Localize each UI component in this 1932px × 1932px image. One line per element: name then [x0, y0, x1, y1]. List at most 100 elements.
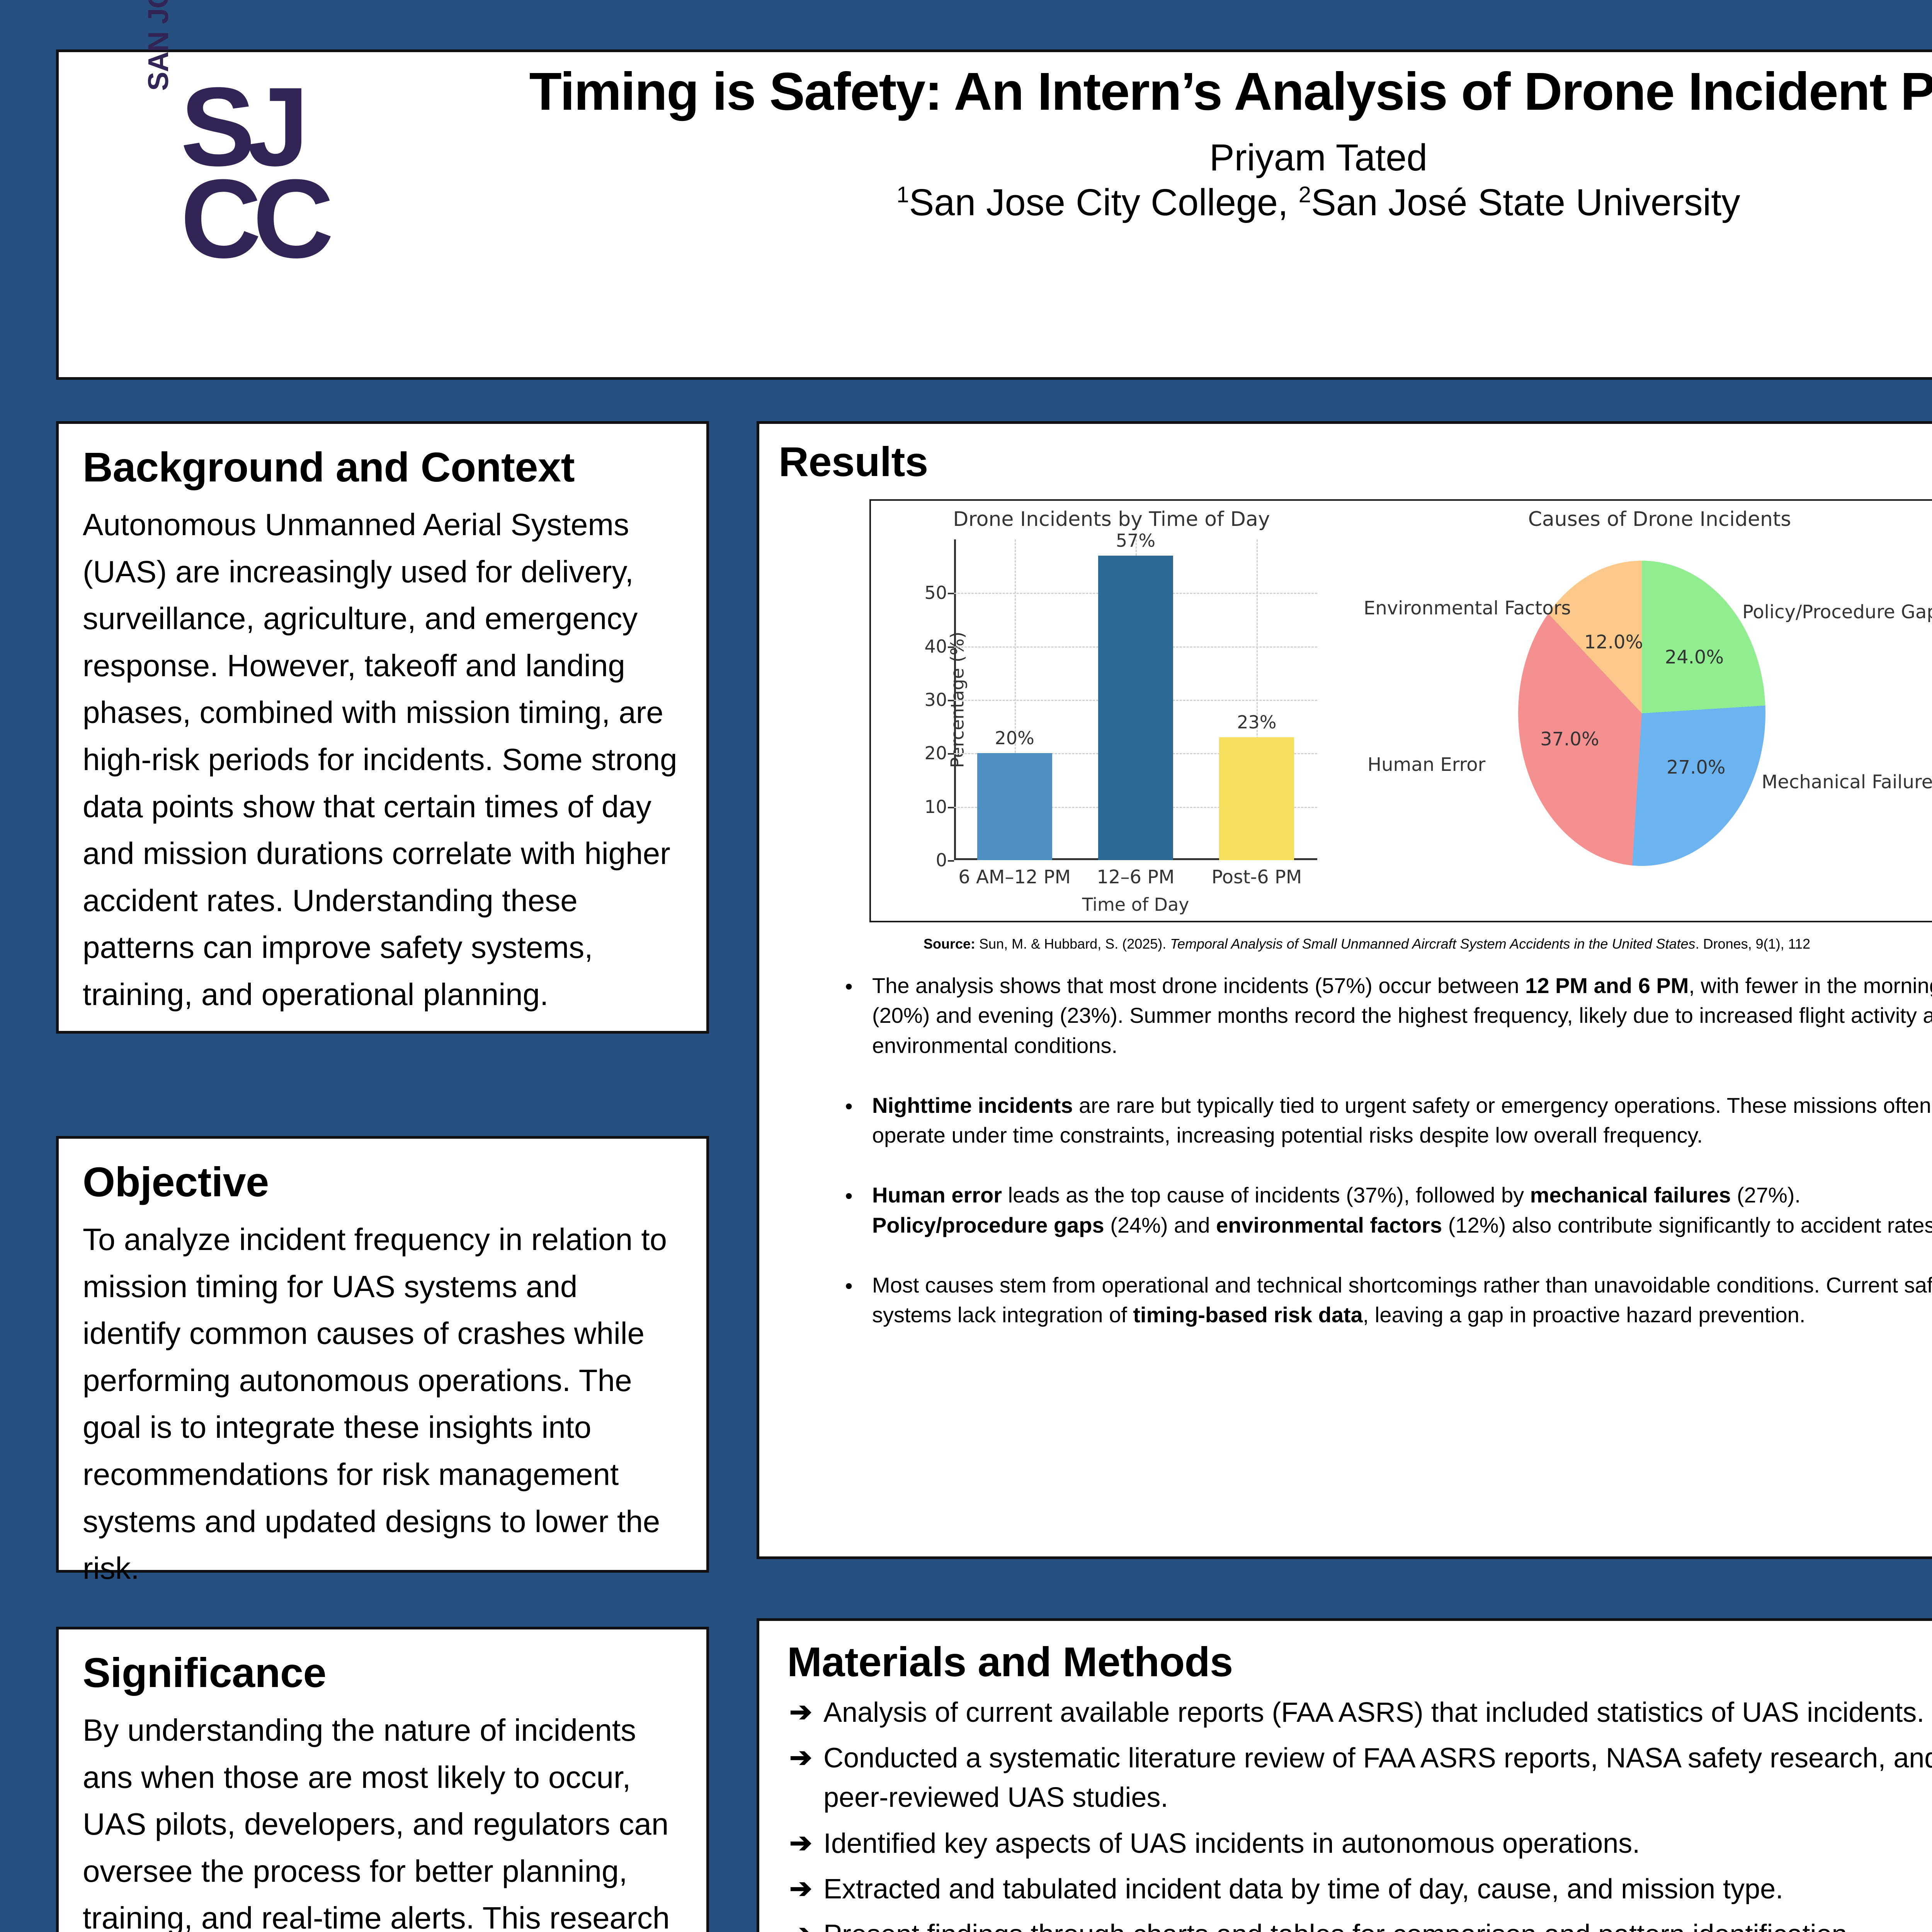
- results-bullet: • Human error leads as the top cause of i…: [837, 1180, 1932, 1240]
- y-tick-mark: [948, 753, 954, 755]
- background-text: Autonomous Unmanned Aerial Systems (UAS)…: [83, 507, 677, 1012]
- affiliation-sup-2: 2: [1298, 182, 1311, 208]
- y-tick-label: 30: [924, 689, 947, 710]
- gridline: [1257, 539, 1258, 860]
- arrow-icon: ➔: [789, 1915, 812, 1932]
- bar-value-label: 20%: [995, 728, 1034, 749]
- methods-item-text: Present findings through charts and tabl…: [823, 1919, 1855, 1932]
- bullet-marker: •: [845, 1094, 853, 1118]
- bullet-text: Most causes stem from operational and te…: [872, 1272, 1932, 1327]
- pie-plot-area: 24.0% 27.0% 37.0% 12.0%: [1518, 561, 1765, 866]
- significance-text: By understanding the nature of incidents…: [83, 1713, 670, 1932]
- sjcc-wordmark-sanjose: SAN JOSÉ: [142, 0, 174, 91]
- affiliation-2: San José State University: [1311, 181, 1740, 224]
- pie-slice-percent: 12.0%: [1584, 631, 1643, 653]
- bullet-text: leads as the top cause of incidents (37%…: [1002, 1183, 1530, 1208]
- pie-slice-percent: 37.0%: [1540, 728, 1599, 750]
- bullet-emphasis: Policy/procedure gaps: [872, 1213, 1104, 1237]
- arrow-icon: ➔: [789, 1827, 812, 1858]
- methods-item-text: Extracted and tabulated incident data by…: [823, 1873, 1784, 1905]
- y-tick-mark: [948, 806, 954, 808]
- bullet-marker: •: [845, 1184, 853, 1208]
- sjcc-monogram-line1: SJ: [180, 64, 309, 189]
- methods-item-text: Analysis of current available reports (F…: [823, 1697, 1925, 1728]
- methods-item: ➔ Extracted and tabulated incident data b…: [782, 1869, 1932, 1909]
- figure-container: Drone Incidents by Time of Day Percentag…: [869, 499, 1932, 922]
- title-block: Timing is Safety: An Intern’s Analysis o…: [352, 64, 1932, 226]
- bar-plot-area: Percentage (%) 0 10 20 30 40 50 20% 6 AM–12 PM…: [924, 530, 1317, 915]
- y-tick-label: 40: [924, 636, 947, 657]
- sjcc-monogram: SJ CC: [180, 64, 334, 281]
- source-label: Source:: [923, 936, 976, 952]
- results-bullet: • Nighttime incidents are rare but typica…: [837, 1090, 1932, 1150]
- bullet-text: (27%).: [1731, 1183, 1801, 1208]
- results-bullet: • The analysis shows that most drone inci…: [837, 971, 1932, 1060]
- bullet-marker: •: [845, 974, 853, 998]
- methods-title: Materials and Methods: [787, 1638, 1233, 1685]
- arrow-icon: ➔: [789, 1742, 812, 1773]
- pie-category-label: Policy/Procedure Gaps: [1742, 601, 1932, 623]
- source-authors: Sun, M. & Hubbard, S. (2025).: [975, 936, 1170, 952]
- affiliation-sup-1: 1: [896, 182, 909, 208]
- bullet-emphasis: environmental factors: [1216, 1213, 1442, 1237]
- methods-item: ➔ Analysis of current available reports (…: [782, 1693, 1932, 1732]
- source-journal: . Drones, 9(1), 112: [1695, 936, 1811, 952]
- arrow-icon: ➔: [789, 1697, 812, 1727]
- objective-panel: Objective To analyze incident frequency …: [56, 1136, 709, 1585]
- bar: 20% 6 AM–12 PM: [958, 728, 1071, 888]
- bullet-text: The analysis shows that most drone incid…: [872, 973, 1526, 998]
- pie-category-label: Mechanical Failure: [1762, 771, 1932, 793]
- bullet-text: (24%) and: [1104, 1213, 1216, 1237]
- objective-title: Objective: [83, 1158, 269, 1205]
- sjcc-logo: SJ CC SAN JOSÉCITY COLLEGE: [97, 0, 337, 367]
- bullet-emphasis: Nighttime incidents: [872, 1093, 1073, 1117]
- author-name: Priyam Tated: [1209, 136, 1428, 179]
- sjcc-monogram-line2: CC: [180, 156, 334, 281]
- pie-slices: [1518, 561, 1765, 866]
- x-tick-label: 6 AM–12 PM: [958, 866, 1071, 888]
- methods-item: ➔ Present findings through charts and tab…: [782, 1915, 1932, 1932]
- significance-panel: Significance By understanding the nature…: [56, 1627, 709, 1932]
- bar-value-label: 57%: [1116, 530, 1156, 551]
- pie-chart-title: Causes of Drone Incidents: [1528, 508, 1791, 531]
- results-panel: Results Drone Incidents by Time of Day P…: [757, 421, 1932, 1559]
- x-tick-label: 12–6 PM: [1097, 866, 1175, 888]
- pie-category-label: Environmental Factors: [1364, 597, 1571, 619]
- bullet-emphasis: mechanical failures: [1530, 1183, 1731, 1208]
- y-tick-label: 0: [935, 850, 947, 871]
- results-bullet: • Most causes stem from operational and t…: [837, 1270, 1932, 1330]
- methods-panel: Materials and Methods ➔ Analysis of curre…: [757, 1618, 1932, 1932]
- pie-chart: Causes of Drone Incidents 24.0% 27.0% 37.0…: [1352, 501, 1932, 921]
- methods-list: ➔ Analysis of current available reports (…: [782, 1693, 1932, 1932]
- poster-header: SJ CC SAN JOSÉCITY COLLEGE Timing is Saf…: [56, 0, 1932, 380]
- y-tick-label: 50: [924, 582, 947, 604]
- methods-item-text: Identified key aspects of UAS incidents …: [823, 1828, 1640, 1859]
- objective-text: To analyze incident frequency in relatio…: [83, 1222, 667, 1586]
- affiliation-1: San Jose City College,: [909, 181, 1299, 224]
- bullet-marker: •: [845, 1273, 853, 1298]
- bullet-emphasis: timing-based risk data: [1133, 1303, 1363, 1327]
- results-bullet-list: • The analysis shows that most drone inci…: [837, 971, 1932, 1360]
- bullet-emphasis: 12 PM and 6 PM: [1525, 973, 1689, 998]
- y-tick-label: 20: [924, 743, 947, 764]
- background-panel: Background and Context Autonomous Unmann…: [56, 421, 709, 1034]
- y-tick-mark: [948, 593, 954, 595]
- bar-chart: Drone Incidents by Time of Day Percentag…: [871, 501, 1352, 921]
- bullet-text: (12%) also contribute significantly to a…: [1442, 1213, 1932, 1237]
- y-tick-mark: [948, 646, 954, 648]
- poster-title: Timing is Safety: An Intern’s Analysis o…: [529, 62, 1932, 121]
- arrow-icon: ➔: [789, 1873, 812, 1903]
- results-title: Results: [779, 438, 928, 485]
- methods-item-text: Conducted a systematic literature review…: [823, 1743, 1932, 1813]
- y-tick-mark: [948, 700, 954, 701]
- figure-source-citation: Source: Sun, M. & Hubbard, S. (2025). Te…: [923, 936, 1810, 952]
- methods-item: ➔ Conducted a systematic literature revie…: [782, 1738, 1932, 1817]
- bullet-text: , with fewer in the morning (20%) and ev…: [872, 973, 1932, 1058]
- bar-chart-title: Drone Incidents by Time of Day: [953, 508, 1270, 531]
- bullet-emphasis: Human error: [872, 1183, 1002, 1208]
- y-tick-mark: [948, 860, 954, 862]
- y-tick-label: 10: [924, 796, 947, 817]
- methods-item: ➔ Identified key aspects of UAS incidents…: [782, 1824, 1932, 1863]
- author-affiliation: 1San Jose City College, 2San José State …: [352, 179, 1932, 226]
- bar-x-axis-label: Time of Day: [1082, 894, 1189, 915]
